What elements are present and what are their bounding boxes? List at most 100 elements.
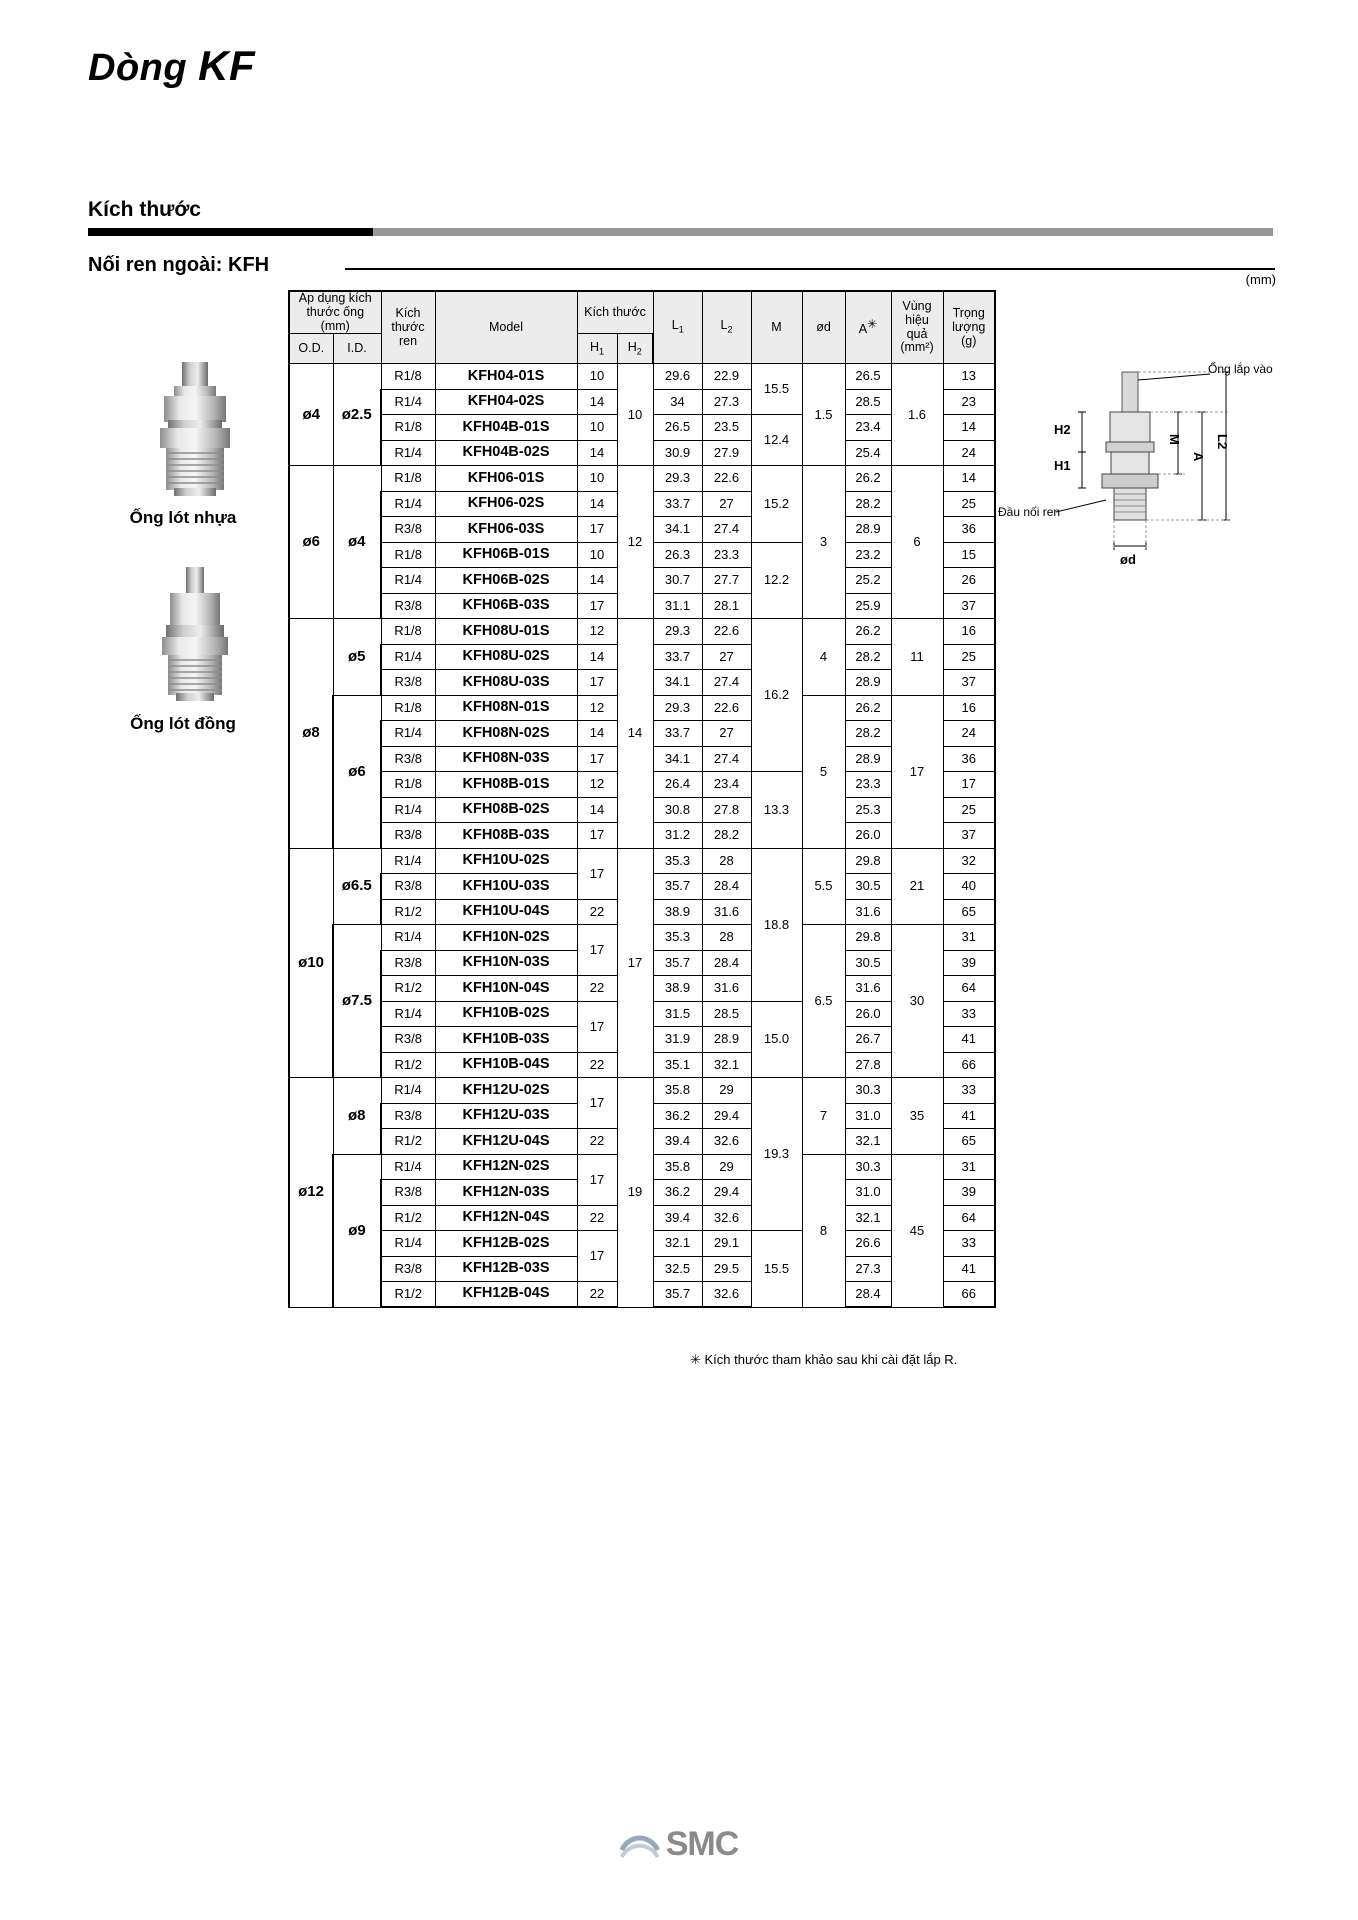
cell-weight: 32 xyxy=(942,847,996,875)
cell-weight: 25 xyxy=(942,643,996,671)
cell-l1: 32.1 xyxy=(652,1230,703,1257)
cell-h2: 19 xyxy=(616,1077,654,1308)
th-m: M xyxy=(750,290,803,365)
cell-thread-size: R1/2 xyxy=(380,1281,436,1309)
cell-model: KFH12B-02S xyxy=(434,1230,578,1257)
table-row: ø10 ø6.5 R1/4 KFH10U-02S 17 17 35.3 28 18.8 5.5 29… xyxy=(288,847,996,1079)
cell-od-dia: 3 xyxy=(801,465,846,620)
table-row: ø6 ø4 R1/8 KFH06-01S 10 12 29.3 22.6 15.2 3 26.2 6 1… xyxy=(288,465,996,620)
cell-m: 15.0 xyxy=(750,1000,803,1079)
cell-l2: 27 xyxy=(701,643,752,671)
cell-model: KFH08U-02S xyxy=(434,643,578,671)
section-rule-gray xyxy=(373,228,1273,236)
cell-a: 28.5 xyxy=(844,388,892,416)
cell-h1: 22 xyxy=(576,1281,618,1309)
cell-model: KFH10B-03S xyxy=(434,1026,578,1053)
cell-a: 30.5 xyxy=(844,949,892,977)
cell-l1: 31.5 xyxy=(652,1000,703,1028)
table-row: R3/8 KFH06-03S 17 34.1 27.4 28.9 36 xyxy=(289,516,996,543)
cell-l2: 28.9 xyxy=(701,1026,752,1053)
smc-wordmark: SMC xyxy=(665,1825,740,1863)
cell-model: KFH10U-04S xyxy=(434,898,578,926)
th-od: O.D. xyxy=(288,333,334,365)
cell-l2: 27.3 xyxy=(701,388,752,416)
cell-thread-size: R1/4 xyxy=(380,388,436,416)
cell-l1: 35.7 xyxy=(652,873,703,900)
cell-a: 26.2 xyxy=(844,618,892,645)
cell-m: 13.3 xyxy=(750,771,803,849)
table-row: R1/4 KFH12B-02S 17 32.1 29.1 15.5 26.6 33 xyxy=(289,1230,996,1308)
table-header: Áp dụng kích thước ống (mm) Kích thước r… xyxy=(288,290,996,365)
cell-weight: 24 xyxy=(942,720,996,747)
cell-model: KFH06B-02S xyxy=(434,567,578,594)
cell-od: ø12 xyxy=(288,1077,334,1308)
section-rule-dark xyxy=(88,228,373,236)
cell-a: 27.8 xyxy=(844,1051,892,1079)
cell-thread-size: R1/4 xyxy=(380,847,436,875)
table-row: R3/8 KFH08N-03S 17 34.1 27.4 28.9 36 xyxy=(289,745,996,773)
cell-l2: 28.4 xyxy=(701,949,752,977)
th-h2: H2 xyxy=(616,333,654,365)
cell-od-dia: 6.5 xyxy=(801,924,846,1079)
cell-h2: 17 xyxy=(616,847,654,1079)
cell-model: KFH10B-02S xyxy=(434,1000,578,1028)
cell-l1: 30.9 xyxy=(652,439,703,467)
footer-logo: SMC xyxy=(619,1825,740,1864)
cell-l2: 29.1 xyxy=(701,1230,752,1257)
cell-thread-size: R3/8 xyxy=(380,592,436,620)
cell-l1: 34 xyxy=(652,388,703,416)
cell-thread-size: R1/8 xyxy=(380,414,436,441)
technical-diagram: Ống lắp vào Đầu nối ren H2 H1 M A L2 ød xyxy=(998,360,1310,620)
diagram-label-thread-end: Đầu nối ren xyxy=(998,505,1061,519)
cell-model: KFH12N-02S xyxy=(434,1153,578,1181)
cell-h1: 14 xyxy=(576,439,618,467)
table-row: ø9 R1/4 KFH12N-02S 17 35.8 29 8 30.3 45 31 xyxy=(289,1153,996,1308)
cell-weight: 23 xyxy=(942,388,996,416)
cell-l1: 35.8 xyxy=(652,1153,703,1181)
cell-thread-size: R1/4 xyxy=(380,720,436,747)
cell-l2: 31.6 xyxy=(701,975,752,1002)
cell-model: KFH10U-03S xyxy=(434,873,578,900)
cell-id: ø7.5 xyxy=(332,924,382,1079)
cell-h1: 12 xyxy=(576,771,618,798)
cell-thread-size: R1/8 xyxy=(380,541,436,569)
cell-weight: 64 xyxy=(942,975,996,1002)
cell-l2: 27 xyxy=(701,490,752,518)
cell-h1: 17 xyxy=(576,745,618,773)
cell-model: KFH12N-04S xyxy=(434,1204,578,1232)
unit-note: (mm) xyxy=(1245,272,1276,287)
diagram-label-m: M xyxy=(1167,434,1182,445)
cell-model: KFH12N-03S xyxy=(434,1179,578,1206)
cell-model: KFH10N-04S xyxy=(434,975,578,1002)
cell-thread-size: R3/8 xyxy=(380,822,436,849)
table-row: R1/2 KFH12N-04S 22 39.4 32.6 32.1 64 xyxy=(289,1204,996,1232)
cell-a: 28.9 xyxy=(844,516,892,543)
cell-id: ø4 xyxy=(332,465,382,620)
cell-h1: 17 xyxy=(576,1000,618,1053)
cell-thread-size: R1/4 xyxy=(380,1077,436,1104)
cell-weight: 37 xyxy=(942,592,996,620)
cell-weight: 65 xyxy=(942,898,996,926)
product-image-plastic-sleeve xyxy=(160,362,230,496)
cell-od: ø10 xyxy=(288,847,334,1079)
th-dimension: Kích thước xyxy=(576,290,654,335)
table-row: R1/4 KFH06B-02S 14 30.7 27.7 25.2 26 xyxy=(289,567,996,594)
cell-model: KFH06B-03S xyxy=(434,592,578,620)
cell-thread-size: R1/4 xyxy=(380,1230,436,1257)
cell-thread-size: R1/2 xyxy=(380,1051,436,1079)
cell-thread-size: R3/8 xyxy=(380,1102,436,1130)
cell-m: 15.5 xyxy=(750,1230,803,1308)
cell-l1: 35.7 xyxy=(652,1281,703,1309)
cell-h1: 10 xyxy=(576,414,618,441)
diagram-label-l2: L2 xyxy=(1215,434,1230,450)
cell-thread-size: R1/2 xyxy=(380,975,436,1002)
cell-l2: 23.4 xyxy=(701,771,752,798)
cell-a: 28.2 xyxy=(844,490,892,518)
diagram-label-od: ød xyxy=(1120,552,1136,567)
cell-l2: 28.5 xyxy=(701,1000,752,1028)
table-row: R1/2 KFH12U-04S 22 39.4 32.6 32.1 65 xyxy=(289,1128,996,1155)
cell-l1: 34.1 xyxy=(652,516,703,543)
cell-model: KFH08U-03S xyxy=(434,669,578,696)
cell-l2: 22.9 xyxy=(701,363,752,390)
